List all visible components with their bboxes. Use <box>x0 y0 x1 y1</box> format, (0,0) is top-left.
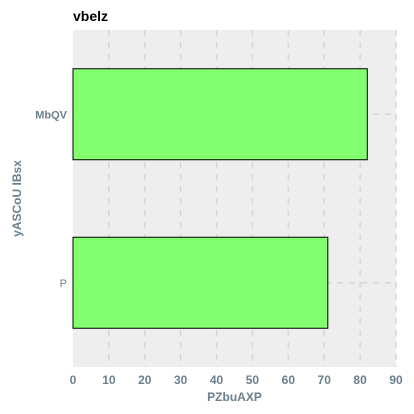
x-tick-label: 0 <box>70 373 77 387</box>
y-axis-ticks: MbQV P <box>35 109 67 290</box>
x-tick-label: 90 <box>389 373 403 387</box>
bar-P <box>72 236 329 329</box>
chart-title: vbelz <box>73 8 108 24</box>
x-tick-label: 20 <box>138 373 152 387</box>
x-axis-ticks: 0 10 20 30 40 50 60 70 80 90 <box>70 373 403 387</box>
x-tick-label: 10 <box>102 373 116 387</box>
x-tick-label: 30 <box>174 373 188 387</box>
y-tick-label: MbQV <box>35 109 67 121</box>
bars <box>72 68 368 329</box>
bar-MbQV <box>72 68 368 161</box>
x-tick-label: 50 <box>246 373 260 387</box>
x-tick-label: 40 <box>210 373 224 387</box>
y-tick-label: P <box>60 278 67 290</box>
x-tick-label: 70 <box>318 373 332 387</box>
x-axis-label: PZbuAXP <box>207 390 262 404</box>
y-axis-label: yASCoU IBsx <box>10 160 24 237</box>
x-tick-label: 60 <box>282 373 296 387</box>
x-tick-label: 80 <box>353 373 367 387</box>
